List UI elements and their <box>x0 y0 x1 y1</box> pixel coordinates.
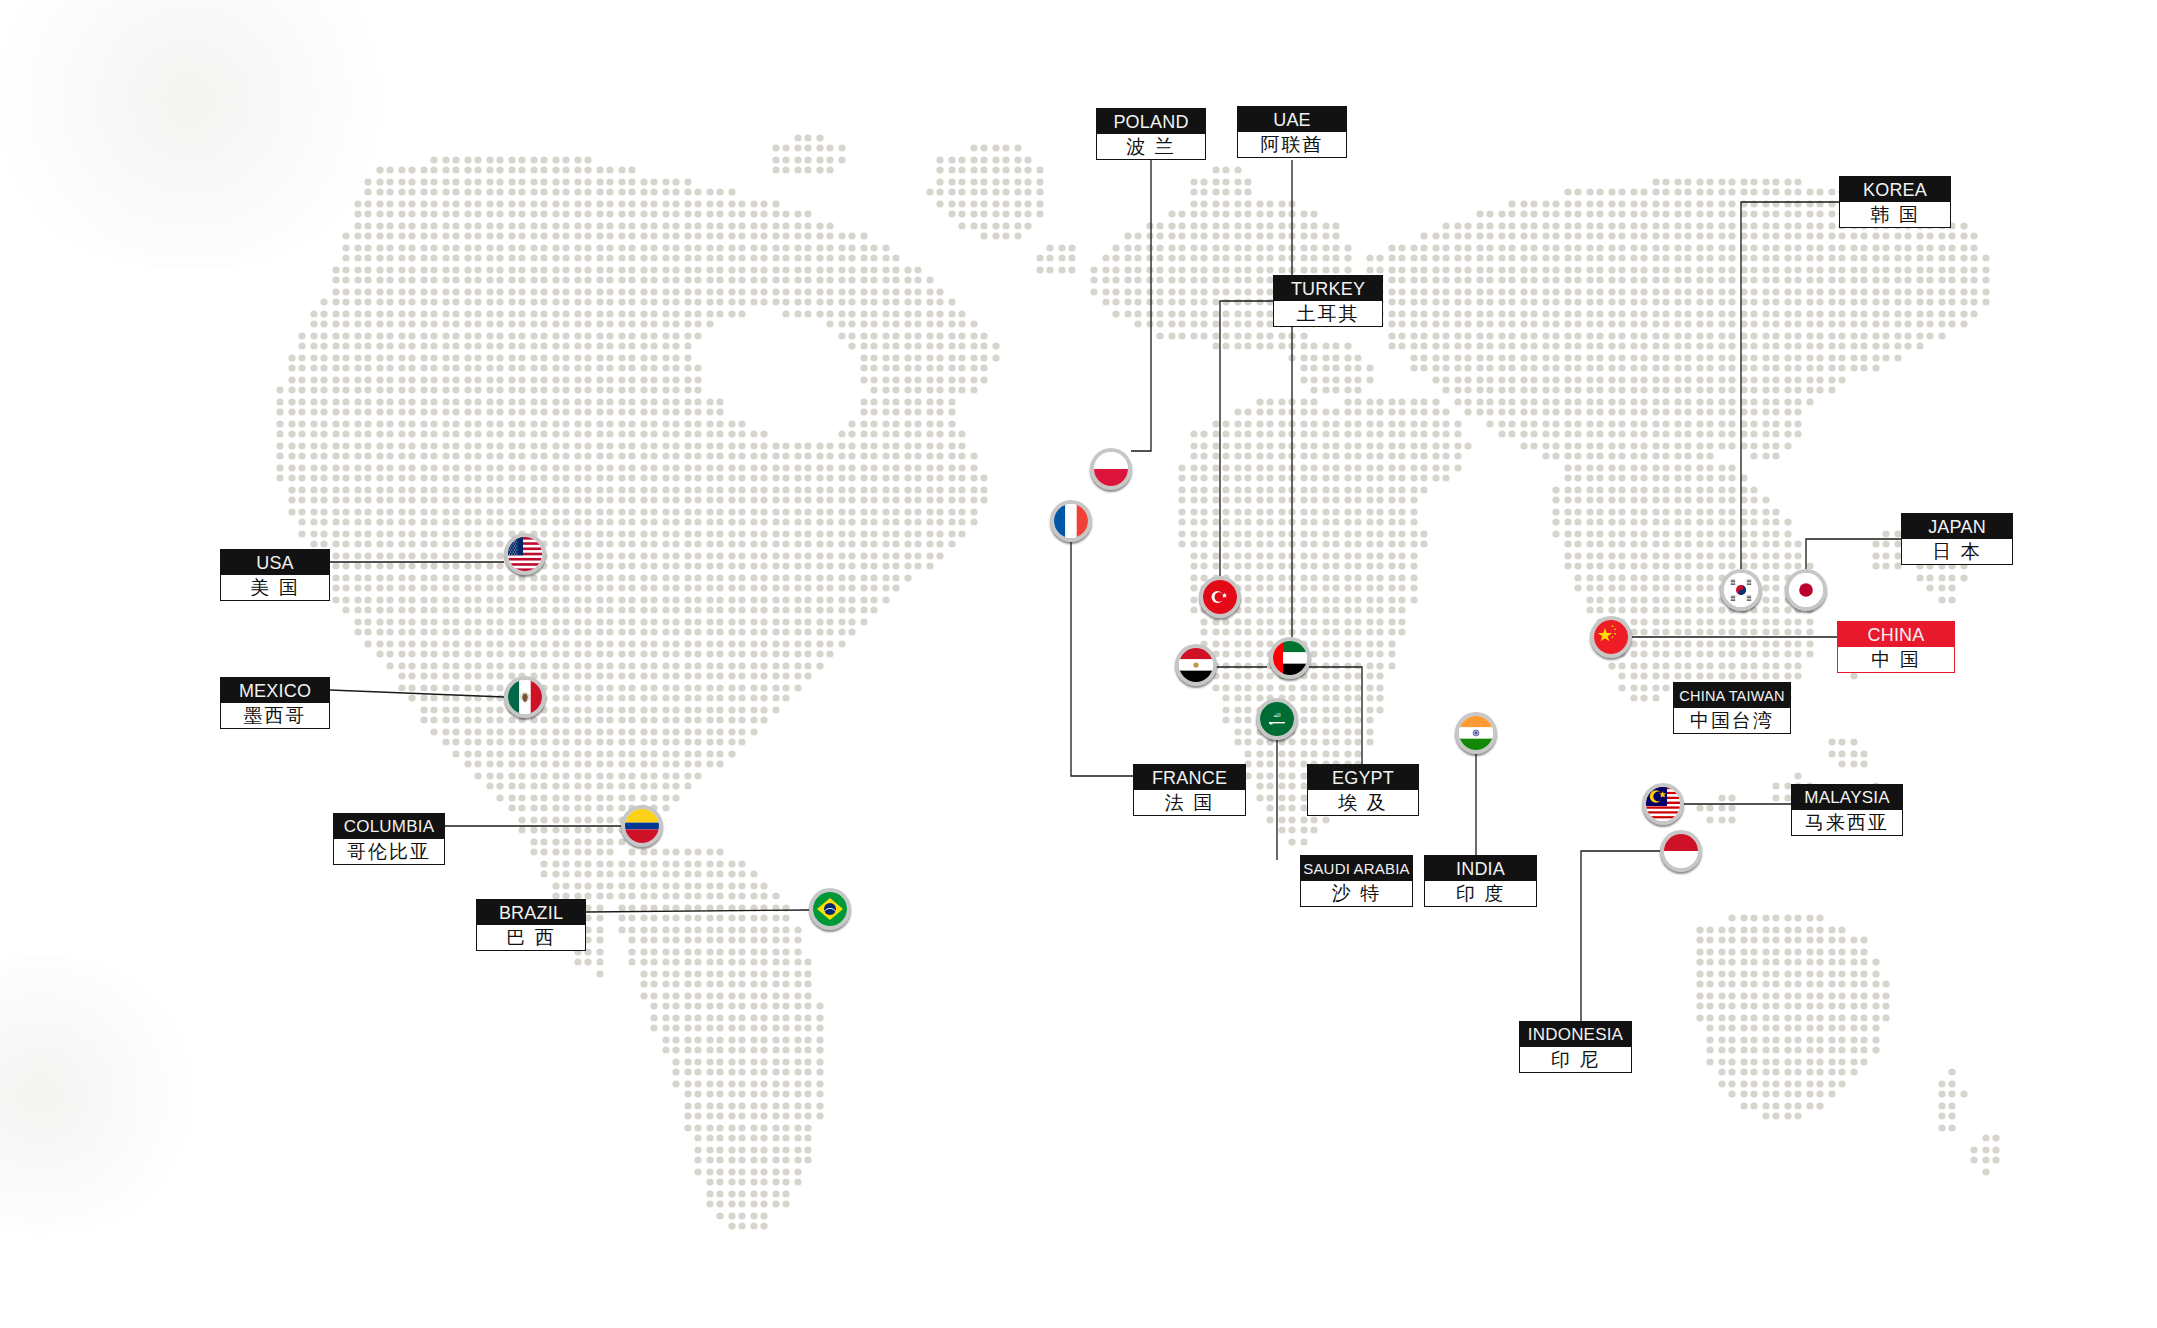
svg-text:الله: الله <box>1273 712 1280 718</box>
